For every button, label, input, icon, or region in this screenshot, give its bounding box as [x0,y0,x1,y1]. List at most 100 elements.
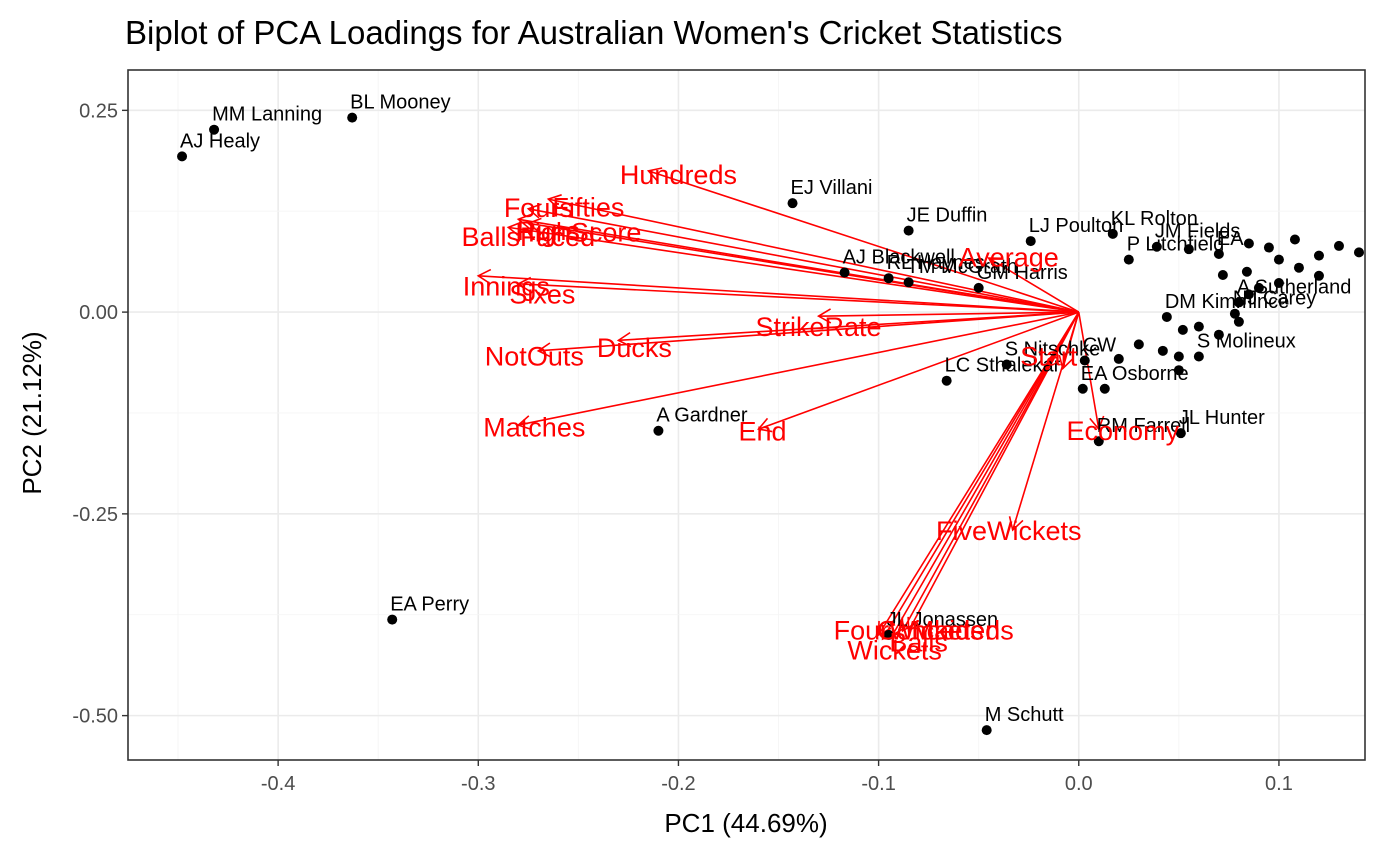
data-point [347,112,358,123]
data-point [787,198,798,209]
loading-label-Average: Average [959,242,1059,272]
data-point [903,277,914,288]
data-point [981,725,992,736]
loading-arrow-Matches [518,311,1079,426]
data-point [1177,324,1188,335]
data-point [1001,359,1012,370]
loading-label-Fifties: Fifties [552,192,624,222]
data-point [1217,269,1228,280]
data-point [1263,242,1274,253]
loading-arrowhead-Fours [526,203,542,219]
loading-arrowhead-BallsFaced [506,221,522,237]
point-label: NJ Carey [1233,288,1316,310]
loading-label-Balls: Balls [889,627,948,657]
point-label: AJ Blackwell [843,247,955,269]
data-point [1233,297,1244,308]
point-label: A Sutherland [1237,276,1352,298]
loading-arrowhead-NotOuts [536,342,552,358]
loading-arrowhead-Start [1058,354,1074,371]
panel-border [127,69,1366,761]
point-label: DM Kimmince [1165,291,1289,313]
x-tick-label: -0.1 [861,773,895,795]
x-axis-label: PC1 (44.69%) [664,808,827,838]
point-label: AJ Healy [180,130,260,152]
data-point [1243,238,1254,249]
data-point [883,273,894,284]
data-point [177,151,188,162]
loading-label-Hundreds: Hundreds [620,160,737,190]
loading-label-BallsFaced: BallsFaced [462,222,596,252]
loading-arrow-NotOuts [538,311,1079,352]
data-point [1161,311,1172,322]
loading-label-End: End [738,417,786,447]
loading-arrow-End [758,311,1080,430]
data-point [1313,270,1324,281]
point-label: JL Jonassen [887,609,999,631]
point-label: GM Harris [977,262,1068,284]
data-point [1157,345,1168,356]
loading-arrow-Fifties [548,198,1079,313]
y-tick-label: -0.50 [72,706,118,728]
data-point [1241,266,1252,277]
data-point [1289,234,1300,245]
data-point [1353,247,1364,258]
loading-arrow-Economy [1077,311,1100,430]
data-point [653,425,664,436]
point-label: S Nitschke [1005,339,1101,361]
y-axis-ticks: 0.25 0.00 -0.25 -0.50 [72,100,128,728]
data-point [1175,428,1186,439]
x-tick-label: 0.1 [1265,773,1293,795]
data-point [973,282,984,293]
loading-arrowhead-Runs [516,213,532,229]
loading-arrow-FiveWickets [1011,311,1080,531]
data-point [1213,249,1224,259]
data-point [1173,351,1184,362]
loading-arrowhead-Matches [516,415,532,431]
data-point [1079,355,1090,366]
data-point [1099,383,1110,394]
point-label: RM Farrell [1097,415,1190,437]
point-label: LJ Poulton [1029,215,1124,237]
loading-arrowhead-Hundreds [646,167,663,182]
x-tick-label: -0.2 [661,773,695,795]
x-axis-ticks: -0.4 -0.3 -0.2 -0.1 0.0 0.1 [261,760,1293,795]
point-label: M Schutt [985,704,1064,726]
loading-label-Sixes: Sixes [509,280,575,310]
loading-label-Start: Start [1020,342,1078,372]
plot-panel: AJ Healy MM Lanning BL Mooney EJ Villani JE … [72,69,1366,795]
loading-arrow-Maidens [901,311,1080,632]
loading-arrow-FourWickets [877,311,1080,636]
loading-label-FiveWickets: FiveWickets [936,516,1082,546]
loading-arrow-Balls [891,311,1080,636]
data-points: AJ Healy MM Lanning BL Mooney EJ Villani JE … [177,92,1364,736]
data-point [1173,365,1184,376]
data-point [1313,250,1324,261]
data-point [1123,254,1134,265]
loading-label-Ducks: Ducks [597,333,672,363]
loading-arrowhead-StrikeRate [816,308,832,324]
loading-label-FourWickets: FourWickets [834,615,984,645]
data-point [1107,228,1118,239]
loading-arrow-BallsFaced [508,226,1079,313]
loading-arrow-Average [988,257,1080,313]
loading-label-StrikeRate: StrikeRate [756,312,882,342]
point-label: JE Duffin [907,205,988,227]
loading-arrowhead-End [757,417,773,433]
point-label: TM McGrath [907,256,1018,278]
data-point [1229,308,1240,319]
loading-labels: HundredsFiftiesFoursRunsHighScoreBallsFa… [462,160,1180,665]
data-point [1151,241,1162,252]
loading-arrowhead-FiveWickets [1008,516,1024,532]
y-tick-label: 0.00 [79,302,118,324]
loading-label-HighScore: HighScore [515,217,641,247]
point-label: EA Osborne [1081,363,1189,385]
x-tick-label: -0.3 [461,773,495,795]
data-point [941,375,952,386]
point-label: LC Sthalekar [945,355,1061,377]
data-point [1293,262,1304,273]
loading-arrow-Hundreds [648,170,1080,313]
grid-lines [128,70,1365,760]
loading-label-Maidens: Maidens [912,615,1014,645]
loading-arrow-Wickets [881,311,1080,640]
point-label: RL Haynes [887,252,985,274]
